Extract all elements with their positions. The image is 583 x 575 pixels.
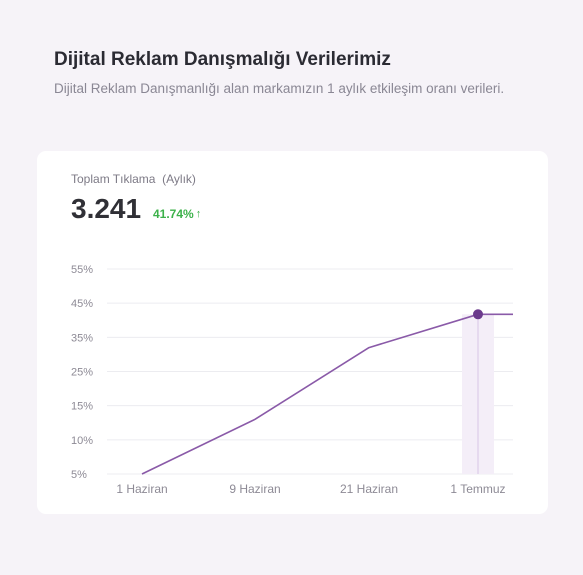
y-tick-label: 35% [71,332,93,344]
y-tick-label: 15% [71,401,93,413]
y-tick-label: 5% [71,469,87,481]
x-tick-label: 1 Haziran [116,482,167,496]
x-tick-label: 9 Haziran [229,482,280,496]
x-tick-label: 1 Temmuz [450,482,505,496]
y-tick-label: 10% [71,435,93,447]
metric-value: 3.241 [71,193,142,224]
page-title: Dijital Reklam Danışmalığı Verilerimiz [54,49,391,70]
y-tick-label: 25% [71,367,93,379]
line-chart: 5% 10% 15% 25% 35% 45% 55% 1 Haziran 9 Haziran 21… [71,264,513,496]
x-tick-label: 21 Haziran [340,482,398,496]
metric-change: 41.74% ↑ [153,207,201,221]
metric-label: Toplam Tıklama (Aylık) [71,172,196,186]
y-tick-label: 55% [71,264,93,276]
series-line [141,313,513,475]
y-tick-label: 45% [71,298,93,310]
stats-card: Toplam Tıklama (Aylık) 3.241 41.74% ↑ 5%… [37,151,548,514]
page-subtitle: Dijital Reklam Danışmanlığı alan markamı… [54,81,505,96]
arrow-up-icon: ↑ [195,208,202,220]
metric-change-value: 41.74% [153,207,194,221]
highlight-point [473,309,483,320]
